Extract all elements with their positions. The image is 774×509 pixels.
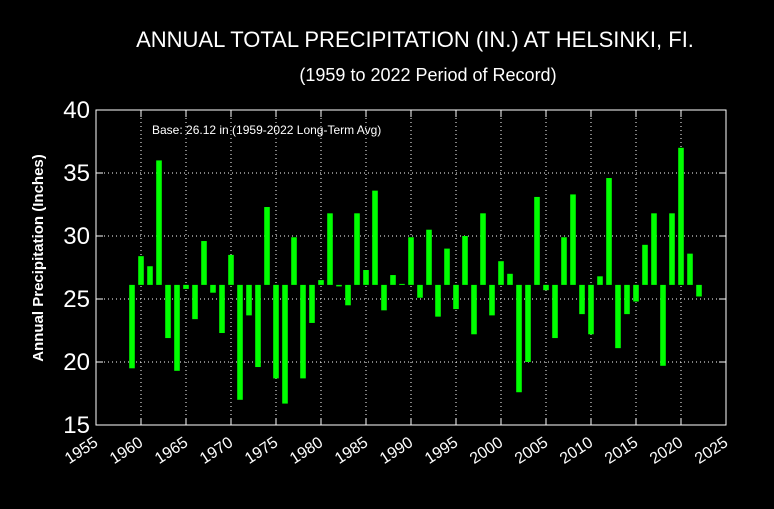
bar-2004 [534,196,540,285]
bar-1966 [192,284,198,320]
bar-2011 [597,276,603,285]
bar-2018 [660,284,666,366]
chart-subtitle: (1959 to 2022 Period of Record) [299,65,556,85]
bar-1970 [228,254,234,285]
bar-2019 [669,213,675,285]
x-tick-label: 1990 [377,434,416,468]
bar-1979 [309,284,315,323]
bar-1994 [444,248,450,285]
base-annotation: Base: 26.12 in (1959-2022 Long-Term Avg) [152,123,381,137]
bar-2020 [678,147,684,285]
x-tick-labels: 1955 1960 1965 1970 1975 1980 1985 1990 1995 2000… [62,434,731,468]
bar-1992 [426,229,432,285]
bar-1995 [453,284,459,310]
bar-2013 [615,284,621,349]
y-tick-label: 15 [63,412,90,439]
plot-frame [95,109,727,426]
bar-2012 [606,178,612,285]
bar-2008 [570,194,576,285]
x-tick-label: 1995 [422,434,461,468]
x-tick-label: 2015 [602,434,641,468]
bar-1981 [327,213,333,285]
bar-1977 [291,237,297,285]
x-tick-label: 1960 [107,434,146,468]
bar-1984 [354,213,360,285]
bar-1993 [435,284,441,317]
y-tick-label: 40 [63,97,90,124]
bar-1971 [237,284,243,400]
bar-1997 [471,284,477,335]
bar-1960 [138,256,144,285]
bar-2009 [579,284,585,315]
bar-1991 [417,284,423,298]
x-tick-label: 1965 [152,434,191,468]
bar-1965 [183,284,189,289]
bar-1975 [273,284,279,379]
x-tick-label: 2020 [647,434,686,468]
bar-1976 [282,284,288,404]
bar-1987 [381,284,387,311]
bar-2016 [642,244,648,285]
bar-1999 [489,284,495,316]
bar-2000 [498,261,504,285]
bar-1964 [174,284,180,371]
bar-2006 [552,284,558,339]
bar-2003 [525,284,531,362]
bar-1980 [318,280,324,285]
y-tick-label: 30 [63,223,90,250]
y-tick-label: 35 [63,160,90,187]
x-tick-label: 1975 [242,434,281,468]
bar-1967 [201,241,207,285]
bar-1985 [363,270,369,285]
x-tick-label: 2005 [512,434,551,468]
x-tick-label: 1980 [287,434,326,468]
bar-2002 [516,284,522,393]
x-tick-label: 1970 [197,434,236,468]
bar-1996 [462,236,468,285]
chart-title: ANNUAL TOTAL PRECIPITATION (IN.) AT HELS… [136,27,694,52]
bar-1974 [264,207,270,285]
bar-2022 [696,284,702,297]
bar-1963 [165,284,171,339]
bar-2015 [633,284,639,302]
bar-1998 [480,213,486,285]
bar-1959 [129,284,135,369]
bar-1969 [219,284,225,334]
y-tick-label: 20 [63,349,90,376]
bars [129,147,702,404]
x-tick-label: 2025 [692,434,731,468]
bar-2021 [687,253,693,285]
grid-lines [96,110,726,425]
bar-2014 [624,284,630,315]
y-axis-label: Annual Precipitation (Inches) [30,154,47,362]
y-tick-label: 25 [63,286,90,313]
bar-1973 [255,284,261,368]
bar-1961 [147,266,153,285]
bar-2005 [543,284,549,291]
bar-2010 [588,284,594,335]
bar-1990 [408,237,414,285]
bar-2001 [507,273,513,285]
bar-1988 [390,275,396,285]
x-tick-label: 1985 [332,434,371,468]
bar-2007 [561,237,567,285]
x-tick-label: 1955 [62,434,101,468]
bar-2017 [651,213,657,285]
x-tick-label: 2000 [467,434,506,468]
x-tick-label: 2010 [557,434,596,468]
y-tick-labels: 15 20 25 30 35 40 [63,97,90,439]
bar-1986 [372,190,378,285]
bar-1978 [300,284,306,379]
bar-1962 [156,160,162,285]
bar-1968 [210,284,216,293]
bar-1972 [246,284,252,316]
bar-1982 [336,284,342,287]
bar-1989 [399,283,405,285]
bar-1983 [345,284,351,306]
